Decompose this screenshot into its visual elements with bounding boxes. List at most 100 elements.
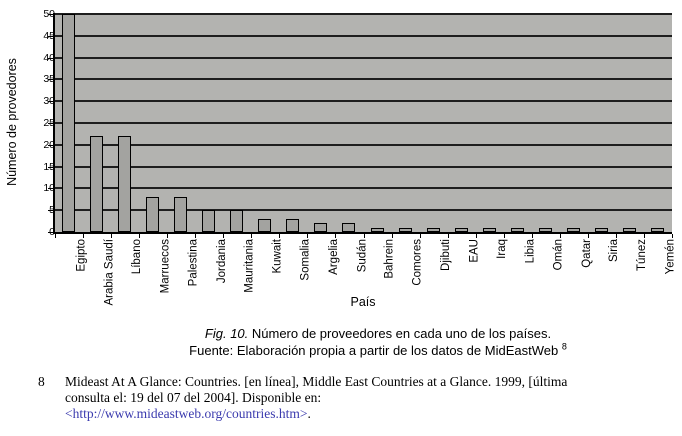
bar bbox=[371, 228, 384, 232]
y-axis-line bbox=[53, 13, 55, 234]
bar bbox=[146, 197, 159, 232]
category-label: Mauritania bbox=[243, 239, 256, 293]
y-tick-label: 50 bbox=[43, 8, 55, 20]
bar bbox=[342, 223, 355, 232]
x-axis-title: País bbox=[350, 295, 376, 309]
category-label: Argelia bbox=[327, 239, 340, 275]
bar bbox=[202, 210, 215, 232]
gridline bbox=[55, 100, 672, 103]
gridline bbox=[55, 56, 672, 59]
y-tick-label: 10 bbox=[43, 182, 55, 195]
category-label: EAU bbox=[468, 239, 481, 263]
category-label: Marruecos bbox=[159, 239, 172, 294]
footnote-line: consulta el: 19 del 07 del 2004]. Dispon… bbox=[65, 390, 322, 405]
y-tick bbox=[48, 232, 53, 233]
x-tick bbox=[420, 234, 421, 238]
footnote: 8 Mideast At A Glance: Countries. [en lí… bbox=[38, 374, 653, 422]
gridline bbox=[55, 78, 672, 81]
category-label: Túnez bbox=[636, 239, 649, 271]
y-tick bbox=[48, 79, 53, 81]
bar bbox=[174, 197, 187, 232]
y-tick bbox=[48, 14, 53, 15]
x-tick bbox=[560, 234, 561, 238]
category-label: Jordania bbox=[215, 239, 228, 284]
gridline bbox=[55, 209, 672, 212]
footnote-text: Mideast At A Glance: Countries. [en líne… bbox=[65, 374, 653, 422]
figure-source-text: Fuente: Elaboración propia a partir de l… bbox=[189, 343, 562, 358]
x-tick bbox=[55, 234, 56, 238]
bar bbox=[623, 228, 636, 232]
category-label: Sudán bbox=[355, 239, 368, 273]
y-tick bbox=[48, 210, 53, 212]
y-tick bbox=[48, 123, 53, 124]
category-label: Somalia bbox=[299, 239, 312, 281]
y-tick-label: 25 bbox=[43, 117, 55, 129]
bar bbox=[651, 228, 664, 232]
footnote-ref: 8 bbox=[561, 341, 567, 352]
category-label: Bahrein bbox=[384, 239, 397, 279]
x-tick bbox=[223, 234, 224, 238]
footnote-marker: 8 bbox=[38, 374, 45, 389]
bar bbox=[62, 14, 75, 232]
x-tick bbox=[251, 234, 252, 238]
x-tick bbox=[167, 234, 168, 238]
category-label: Comores bbox=[412, 239, 425, 286]
bar bbox=[539, 228, 552, 232]
y-tick-label: 5 bbox=[49, 204, 55, 217]
category-label: Iraq bbox=[496, 239, 509, 259]
bar bbox=[286, 219, 299, 232]
x-tick bbox=[364, 234, 365, 238]
category-label: Yemén bbox=[664, 239, 677, 275]
bar bbox=[483, 228, 496, 232]
x-tick bbox=[588, 234, 589, 238]
bar bbox=[455, 228, 468, 232]
x-tick bbox=[83, 234, 84, 238]
bar bbox=[90, 136, 103, 232]
x-tick bbox=[335, 234, 336, 238]
bar bbox=[567, 228, 580, 232]
gridline bbox=[55, 187, 672, 190]
category-label: Libia bbox=[524, 239, 537, 264]
gridline bbox=[55, 143, 672, 146]
x-tick bbox=[504, 234, 505, 238]
y-tick bbox=[48, 188, 53, 190]
category-label: Omán bbox=[552, 239, 565, 271]
x-tick bbox=[672, 234, 673, 238]
bar bbox=[595, 228, 608, 232]
bar bbox=[258, 219, 271, 232]
y-tick-label: 45 bbox=[43, 29, 55, 42]
figure-caption-text: Número de proveedores en cada uno de los… bbox=[248, 326, 552, 341]
y-tick bbox=[48, 166, 53, 168]
bar bbox=[427, 228, 440, 232]
y-tick-label: 30 bbox=[43, 95, 55, 108]
y-tick-label: 0 bbox=[49, 226, 55, 238]
y-tick-label: 35 bbox=[43, 73, 55, 86]
y-tick bbox=[48, 144, 53, 146]
x-tick bbox=[448, 234, 449, 238]
x-tick bbox=[139, 234, 140, 238]
category-label: Djibuti bbox=[440, 239, 453, 271]
figure-source: Fuente: Elaboración propia a partir de l… bbox=[74, 341, 682, 359]
category-label: Líbano bbox=[131, 239, 144, 275]
gridline bbox=[55, 34, 672, 37]
gridline bbox=[55, 13, 672, 15]
bar bbox=[118, 136, 131, 232]
x-tick bbox=[644, 234, 645, 238]
y-axis-title: Número de provedores bbox=[5, 58, 19, 186]
y-tick bbox=[48, 35, 53, 37]
y-tick bbox=[48, 57, 53, 59]
category-label: Siria bbox=[608, 239, 621, 263]
footnote-line: <http://www.mideastweb.org/countries.htm… bbox=[65, 406, 653, 422]
category-label: Qatar bbox=[580, 239, 593, 268]
footnote-url-suffix: . bbox=[307, 406, 311, 421]
x-tick bbox=[307, 234, 308, 238]
x-tick bbox=[476, 234, 477, 238]
gridline bbox=[55, 165, 672, 168]
category-label: Palestina bbox=[187, 239, 200, 287]
footnote-url-link[interactable]: <http://www.mideastweb.org/countries.htm… bbox=[65, 406, 308, 421]
x-tick bbox=[532, 234, 533, 238]
category-label: Arabia Saudí bbox=[103, 239, 116, 306]
bar bbox=[230, 210, 243, 232]
y-tick-label: 15 bbox=[43, 160, 55, 173]
